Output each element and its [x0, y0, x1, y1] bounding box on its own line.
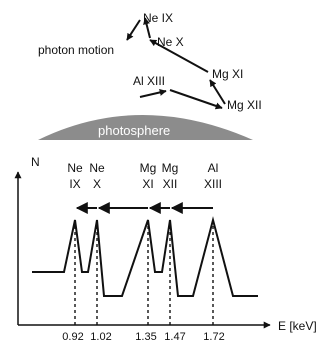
path-segment-start-to-al-xiii	[139, 89, 167, 98]
spectral-line-labels: Ne IX Ne X Mg XI Mg XII Al XIII	[67, 161, 222, 191]
line-element-al-xiii: Al	[208, 161, 219, 175]
spectrum-curve	[32, 216, 258, 297]
path-segment-al-xiii-to-mg-xii	[169, 89, 223, 110]
ion-label-al-xiii: Al XIII	[133, 74, 165, 88]
line-ion-mg-xii: XII	[163, 177, 178, 191]
line-ion-ne-x: X	[93, 177, 101, 191]
energy-label-al-xiii: 1.72	[203, 331, 224, 341]
path-segment-ne-x-to-ne-ix	[143, 17, 151, 39]
line-ion-ne-ix: IX	[69, 177, 80, 191]
line-element-ne-ix: Ne	[67, 161, 83, 175]
ion-label-ne-x: Ne X	[157, 35, 184, 49]
energy-label-mg-xi: 1.35	[135, 331, 156, 341]
path-segment-ne-ix-to-photon	[126, 19, 141, 41]
photosphere-label: photosphere	[98, 123, 170, 138]
energy-label-ne-x: 1.02	[90, 331, 111, 341]
ion-label-ne-ix: Ne IX	[143, 11, 173, 25]
x-axis-label: E [keV]	[278, 319, 317, 333]
photon-path	[126, 17, 226, 110]
ion-label-mg-xii: Mg XII	[227, 98, 262, 112]
line-element-mg-xi: Mg	[140, 161, 157, 175]
line-ion-mg-xi: XI	[142, 177, 153, 191]
line-ion-al-xiii: XIII	[204, 177, 222, 191]
energy-drop-lines	[74, 220, 214, 325]
line-element-mg-xii: Mg	[162, 161, 179, 175]
energy-label-ne-ix: 0.92	[62, 331, 83, 341]
y-axis-label: N	[31, 155, 40, 169]
energy-label-mg-xii: 1.47	[164, 331, 185, 341]
path-segment-mg-xii-to-mg-xi	[209, 79, 226, 105]
photon-motion-label: photon motion	[38, 43, 114, 57]
energy-tick-labels: 0.92 1.02 1.35 1.47 1.72	[62, 331, 224, 341]
path-segment-mg-xi-to-ne-x	[149, 39, 209, 73]
line-element-ne-x: Ne	[89, 161, 105, 175]
photosphere-dome	[38, 115, 253, 140]
ion-label-mg-xi: Mg XI	[212, 67, 243, 81]
spectrum-axes	[14, 171, 271, 329]
